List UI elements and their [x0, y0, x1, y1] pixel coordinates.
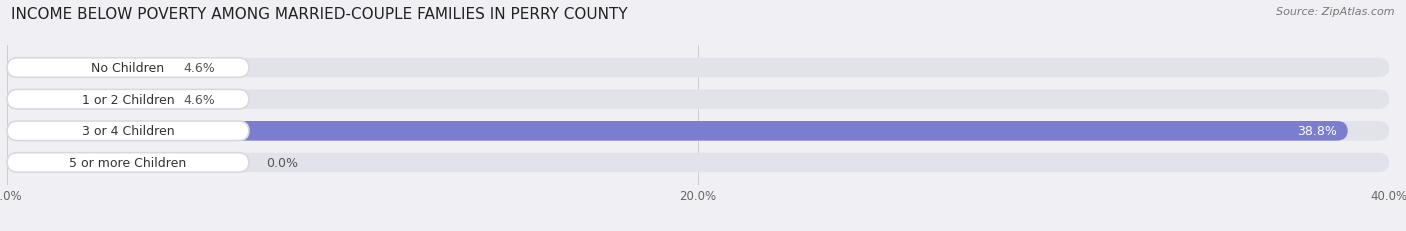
- Text: 3 or 4 Children: 3 or 4 Children: [82, 125, 174, 138]
- Text: 5 or more Children: 5 or more Children: [69, 156, 187, 169]
- FancyBboxPatch shape: [7, 122, 1389, 141]
- FancyBboxPatch shape: [7, 58, 249, 78]
- Text: INCOME BELOW POVERTY AMONG MARRIED-COUPLE FAMILIES IN PERRY COUNTY: INCOME BELOW POVERTY AMONG MARRIED-COUPL…: [11, 7, 628, 22]
- FancyBboxPatch shape: [7, 122, 1348, 141]
- FancyBboxPatch shape: [7, 90, 249, 109]
- Text: 4.6%: 4.6%: [183, 93, 215, 106]
- FancyBboxPatch shape: [7, 153, 249, 173]
- Text: 38.8%: 38.8%: [1298, 125, 1337, 138]
- Text: 1 or 2 Children: 1 or 2 Children: [82, 93, 174, 106]
- Text: Source: ZipAtlas.com: Source: ZipAtlas.com: [1277, 7, 1395, 17]
- FancyBboxPatch shape: [7, 90, 166, 109]
- FancyBboxPatch shape: [7, 122, 249, 141]
- Text: No Children: No Children: [91, 62, 165, 75]
- FancyBboxPatch shape: [7, 90, 1389, 109]
- FancyBboxPatch shape: [7, 153, 1389, 173]
- FancyBboxPatch shape: [7, 58, 166, 78]
- FancyBboxPatch shape: [7, 58, 1389, 78]
- Text: 0.0%: 0.0%: [266, 156, 298, 169]
- Text: 4.6%: 4.6%: [183, 62, 215, 75]
